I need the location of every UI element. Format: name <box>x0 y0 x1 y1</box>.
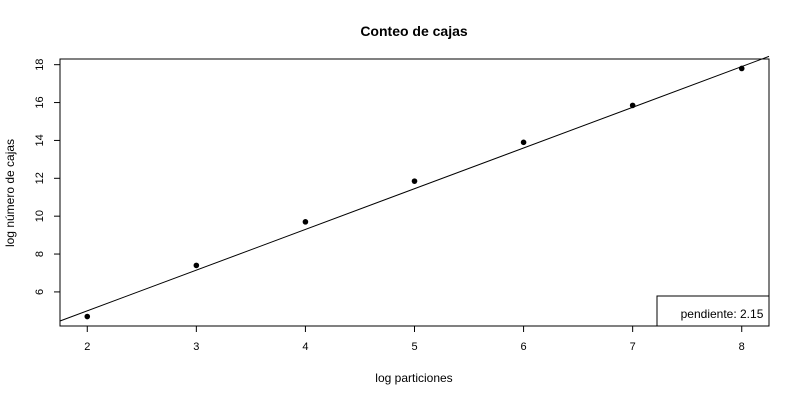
y-axis-label: log número de cajas <box>3 139 17 247</box>
x-axis: 2 3 4 5 6 7 8 <box>84 326 745 353</box>
fit-line <box>59 55 770 322</box>
data-point <box>520 139 527 146</box>
y-axis: 6 8 10 12 14 16 18 <box>34 59 60 295</box>
legend-box <box>656 295 770 327</box>
data-point <box>411 178 418 184</box>
data-point <box>629 102 636 109</box>
x-axis-label: log particiones <box>375 371 452 385</box>
y-tick-label: 16 <box>34 96 46 108</box>
y-tick-label: 8 <box>34 251 46 257</box>
legend: pendiente: 2.15 <box>656 295 770 327</box>
y-tick-label: 6 <box>34 289 46 295</box>
x-tick-label: 7 <box>630 341 636 353</box>
x-tick-label: 4 <box>302 341 308 353</box>
x-tick-label: 2 <box>84 341 90 353</box>
data-point <box>738 65 745 72</box>
y-tick-label: 14 <box>34 134 46 146</box>
plot-frame <box>59 58 770 327</box>
data-point <box>302 219 309 225</box>
y-tick-label: 18 <box>34 59 46 71</box>
y-tick-label: 12 <box>34 172 46 184</box>
plot-area <box>59 55 770 322</box>
x-tick-label: 3 <box>193 341 199 353</box>
x-tick-label: 5 <box>411 341 417 353</box>
data-point <box>193 262 200 269</box>
x-tick-label: 6 <box>521 341 527 353</box>
y-tick-label: 10 <box>34 210 46 222</box>
x-tick-label: 8 <box>739 341 745 353</box>
legend-text: pendiente: 2.15 <box>681 307 764 321</box>
data-point <box>84 313 91 320</box>
chart-title: Conteo de cajas <box>360 23 468 39</box>
